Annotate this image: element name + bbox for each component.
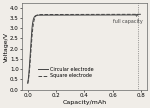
Circular electrode [137, 14, 139, 16]
Circular electrode [27, 83, 29, 84]
Circular electrode [117, 14, 119, 16]
Circular electrode [87, 14, 88, 16]
Square electrode [94, 14, 96, 15]
Square electrode [88, 14, 90, 15]
Square electrode [137, 14, 139, 15]
Square electrode [120, 14, 121, 15]
Square electrode [81, 14, 83, 15]
Y-axis label: Voltage/V: Voltage/V [3, 32, 8, 62]
Square electrode [140, 14, 142, 15]
X-axis label: Capacity/mAh: Capacity/mAh [62, 100, 106, 105]
Circular electrode [93, 14, 94, 16]
Line: Circular electrode: Circular electrode [28, 15, 138, 83]
Square electrode [27, 83, 29, 84]
Square electrode [81, 14, 82, 15]
Circular electrode [80, 14, 82, 16]
Text: full capacity: full capacity [113, 15, 142, 24]
Legend: Circular electrode, Square electrode: Circular electrode, Square electrode [36, 65, 96, 80]
Circular electrode [135, 14, 136, 16]
Circular electrode [79, 14, 81, 16]
Line: Square electrode: Square electrode [28, 14, 141, 83]
